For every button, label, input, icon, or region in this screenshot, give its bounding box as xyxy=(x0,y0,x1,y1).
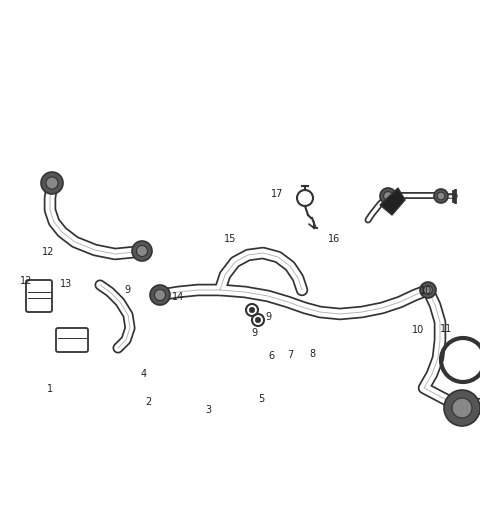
Polygon shape xyxy=(380,188,405,215)
Text: 3: 3 xyxy=(206,404,212,415)
Text: 6: 6 xyxy=(268,351,274,361)
Text: 17: 17 xyxy=(271,188,284,199)
Text: 10: 10 xyxy=(411,325,424,335)
Circle shape xyxy=(424,286,432,294)
Text: 9: 9 xyxy=(266,312,272,323)
Text: 7: 7 xyxy=(287,350,294,360)
Circle shape xyxy=(384,191,392,200)
Text: 10: 10 xyxy=(420,286,432,296)
Text: 14: 14 xyxy=(171,292,184,302)
Circle shape xyxy=(150,285,170,305)
Circle shape xyxy=(380,188,396,204)
Circle shape xyxy=(420,282,436,298)
Circle shape xyxy=(434,189,448,203)
Text: 8: 8 xyxy=(309,349,315,359)
Circle shape xyxy=(249,307,255,313)
Circle shape xyxy=(155,289,166,301)
Text: 9: 9 xyxy=(124,285,130,295)
Text: 11: 11 xyxy=(440,324,453,334)
Circle shape xyxy=(437,192,445,200)
Text: 5: 5 xyxy=(258,394,265,404)
Text: 13: 13 xyxy=(60,279,72,289)
Text: 12: 12 xyxy=(20,275,33,286)
Text: 2: 2 xyxy=(145,397,152,407)
Circle shape xyxy=(136,245,147,257)
Text: 12: 12 xyxy=(42,247,54,258)
Circle shape xyxy=(255,317,261,323)
Text: 4: 4 xyxy=(141,369,147,379)
Text: 15: 15 xyxy=(224,234,237,244)
FancyBboxPatch shape xyxy=(56,328,88,352)
Text: 16: 16 xyxy=(327,233,340,244)
FancyBboxPatch shape xyxy=(26,280,52,312)
Circle shape xyxy=(444,390,480,426)
Circle shape xyxy=(41,172,63,194)
Circle shape xyxy=(132,241,152,261)
Text: 9: 9 xyxy=(252,328,257,338)
Text: 1: 1 xyxy=(48,384,53,394)
Circle shape xyxy=(452,398,472,418)
Circle shape xyxy=(46,177,58,189)
